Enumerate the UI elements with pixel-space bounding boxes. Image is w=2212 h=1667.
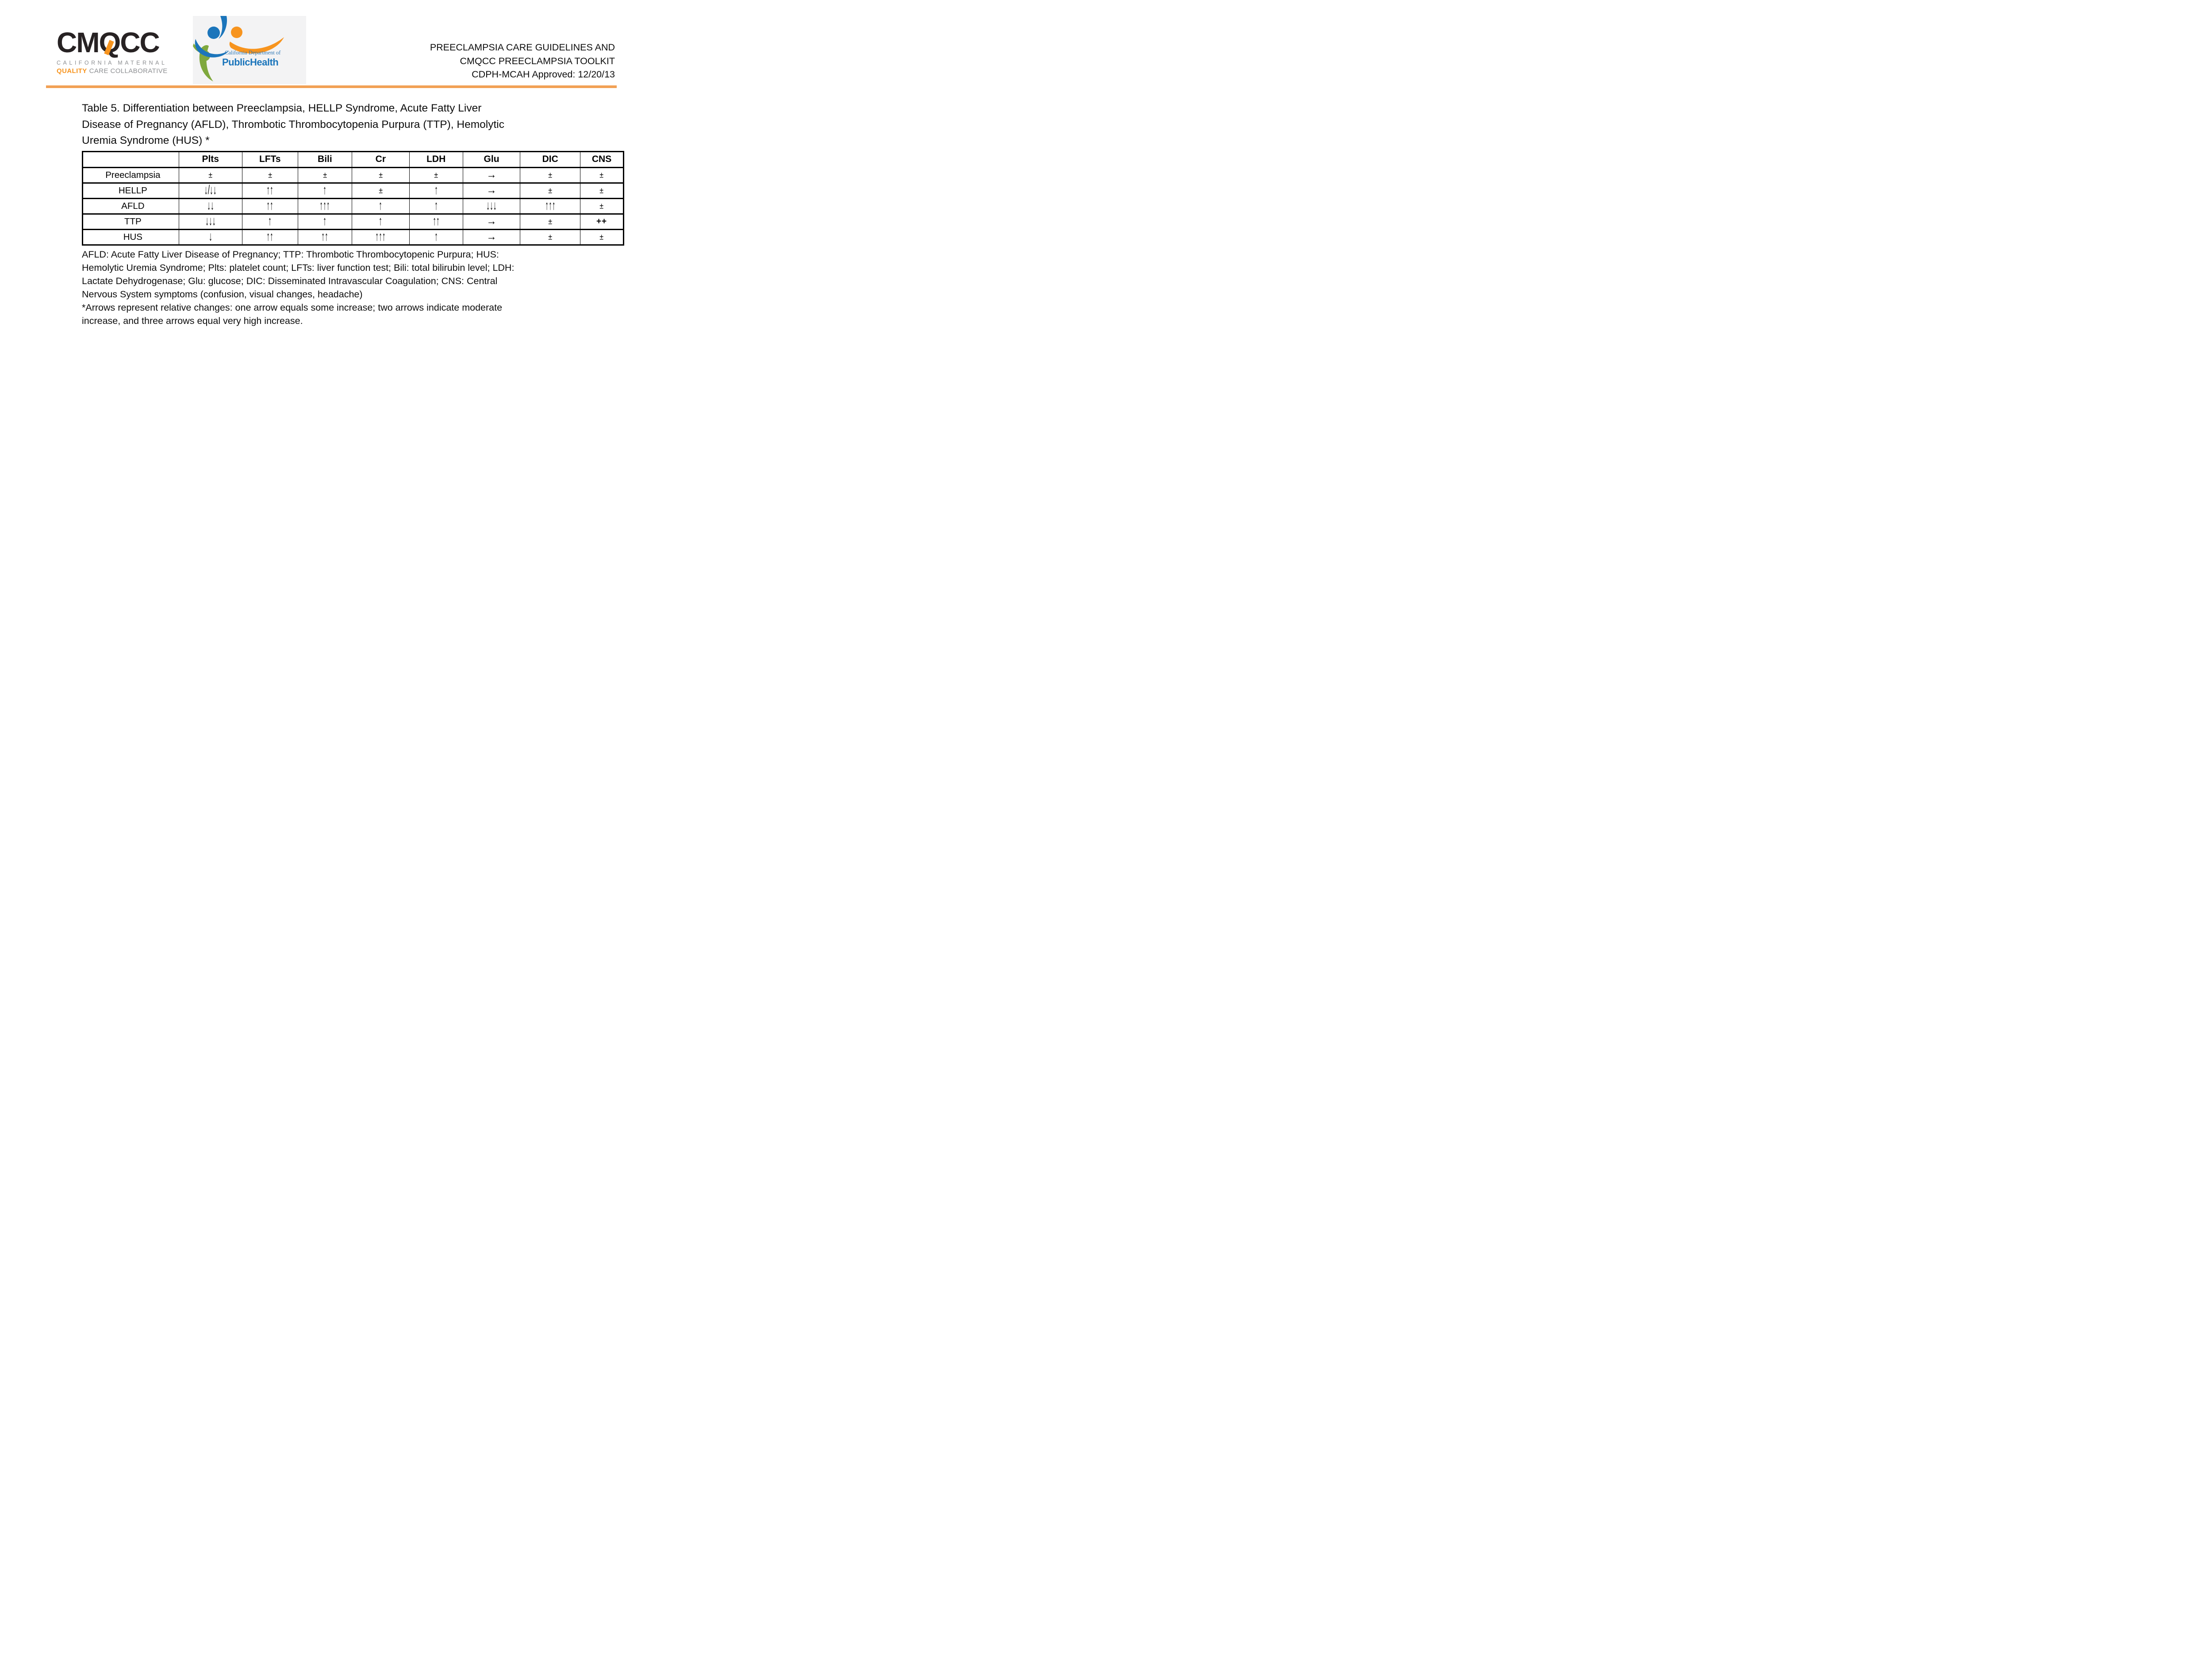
header-line-2: CMQCC PREECLAMPSIA TOOLKIT bbox=[460, 55, 615, 66]
table-cell: ↑ bbox=[352, 198, 410, 214]
table-cell: ↓↓↓ bbox=[462, 198, 520, 214]
table-cell: ↑ bbox=[409, 183, 463, 198]
row-label: AFLD bbox=[121, 200, 145, 211]
cdph-dept-text: California Department of bbox=[225, 50, 281, 56]
table-cell: ± bbox=[520, 214, 580, 229]
table-cell: ↓↓↓ bbox=[178, 214, 242, 229]
table-row-hellp: HELLP ↓/↓↓ ↑↑ ↑ ± ↑ → ± ± bbox=[82, 183, 624, 198]
table-row-ttp: TTP ↓↓↓ ↑ ↑ ↑ ↑↑ → ± ++ bbox=[82, 214, 624, 229]
column-header-lfts: LFTs bbox=[242, 151, 298, 167]
table-cell: → bbox=[462, 183, 520, 198]
footnote-line-3: Lactate Dehydrogenase; Glu: glucose; DIC… bbox=[82, 275, 498, 286]
cmqcc-logo-text: CMQCC bbox=[57, 28, 177, 57]
table-cell: ± bbox=[352, 167, 410, 183]
footnote-line-2: Hemolytic Uremia Syndrome; Plts: platele… bbox=[82, 262, 515, 273]
table-cell: ↑ bbox=[242, 214, 298, 229]
column-header-glu: Glu bbox=[462, 151, 520, 167]
table-cell: → bbox=[462, 167, 520, 183]
column-header-cr: Cr bbox=[352, 151, 410, 167]
column-header-dic: DIC bbox=[520, 151, 580, 167]
table-cell: ± bbox=[580, 183, 624, 198]
cdph-figures-icon bbox=[193, 16, 284, 81]
table-cell: ± bbox=[409, 167, 463, 183]
table-cell: ± bbox=[520, 229, 580, 245]
row-label: Preeclampsia bbox=[105, 169, 161, 180]
table-cell: ± bbox=[580, 229, 624, 245]
footnote: AFLD: Acute Fatty Liver Disease of Pregn… bbox=[82, 248, 624, 327]
column-header-blank bbox=[83, 151, 179, 167]
table-cell: ↑↑ bbox=[297, 229, 352, 245]
footnote-line-6: increase, and three arrows equal very hi… bbox=[82, 315, 303, 326]
orange-divider bbox=[46, 85, 617, 88]
footnote-line-4: Nervous System symptoms (confusion, visu… bbox=[82, 289, 363, 300]
document-content: Table 5. Differentiation between Preecla… bbox=[82, 100, 624, 327]
table-row-hus: HUS ↓ ↑↑ ↑↑ ↑↑↑ ↑ → ± ± bbox=[82, 229, 624, 245]
table-cell: ± bbox=[352, 183, 410, 198]
table-cell: ± bbox=[520, 183, 580, 198]
cmqcc-tagline-quality: QUALITY bbox=[57, 67, 87, 75]
table-cell: ↑ bbox=[297, 214, 352, 229]
table-cell: ↑↑↑ bbox=[352, 229, 410, 245]
column-header-ldh: LDH bbox=[409, 151, 463, 167]
row-label: HELLP bbox=[118, 185, 147, 196]
caption-line-1: Table 5. Differentiation between Preecla… bbox=[82, 102, 482, 114]
table-cell: → bbox=[462, 229, 520, 245]
table-cell: ± bbox=[520, 167, 580, 183]
column-header-cns: CNS bbox=[580, 151, 624, 167]
table-cell: ± bbox=[580, 167, 624, 183]
cmqcc-tagline-1: CALIFORNIA MATERNAL bbox=[57, 60, 167, 66]
cmqcc-tagline-rest: CARE COLLABORATIVE bbox=[89, 67, 168, 75]
column-header-bili: Bili bbox=[297, 151, 352, 167]
cdph-publichealth-text: PublicHealth bbox=[222, 57, 279, 68]
column-header-plts: Plts bbox=[178, 151, 242, 167]
cmqcc-tagline-2: QUALITY CARE COLLABORATIVE bbox=[57, 67, 177, 75]
row-label: HUS bbox=[123, 231, 142, 242]
table-cell: ± bbox=[178, 167, 242, 183]
table-cell: ± bbox=[580, 198, 624, 214]
table-cell: ↓↓ bbox=[178, 198, 242, 214]
differentiation-table: Plts LFTs Bili Cr LDH Glu DIC CNS Preecl… bbox=[82, 150, 624, 246]
table-cell: ↑ bbox=[352, 214, 410, 229]
table-cell: ↑↑ bbox=[409, 214, 463, 229]
header-line-3: CDPH-MCAH Approved: 12/20/13 bbox=[472, 69, 615, 80]
cdph-logo: California Department of PublicHealth bbox=[193, 16, 306, 84]
caption-line-3: Uremia Syndrome (HUS) * bbox=[82, 135, 210, 146]
caption-line-2: Disease of Pregnancy (AFLD), Thrombotic … bbox=[82, 118, 504, 131]
table-row-preeclampsia: Preeclampsia ± ± ± ± ± → ± ± bbox=[83, 167, 624, 183]
table-cell: ↑↑ bbox=[242, 229, 298, 245]
table-cell: ± bbox=[242, 167, 298, 183]
footnote-line-1: AFLD: Acute Fatty Liver Disease of Pregn… bbox=[82, 249, 499, 260]
row-label: TTP bbox=[124, 216, 142, 227]
table-cell: ↑ bbox=[409, 198, 463, 214]
table-cell: ↑↑↑ bbox=[520, 198, 580, 214]
table-cell: ↑ bbox=[409, 229, 463, 245]
table-cell: ↑ bbox=[297, 183, 352, 198]
table-cell: ↓/↓↓ bbox=[178, 183, 242, 198]
table-cell: ↑↑↑ bbox=[297, 198, 352, 214]
document-header-title: PREECLAMPSIA CARE GUIDELINES AND CMQCC P… bbox=[430, 41, 615, 81]
table-caption: Table 5. Differentiation between Preecla… bbox=[82, 100, 624, 149]
table-cell: ± bbox=[297, 167, 352, 183]
table-cell: → bbox=[462, 214, 520, 229]
table-cell: ↑↑ bbox=[242, 198, 298, 214]
table-cell: ↓ bbox=[178, 229, 242, 245]
header-line-1: PREECLAMPSIA CARE GUIDELINES AND bbox=[430, 42, 615, 53]
footnote-line-5: *Arrows represent relative changes: one … bbox=[82, 302, 503, 313]
table-row-afld: AFLD ↓↓ ↑↑ ↑↑↑ ↑ ↑ ↓↓↓ ↑↑↑ ± bbox=[82, 198, 624, 214]
table-cell: ++ bbox=[580, 214, 624, 229]
table-cell: ↑↑ bbox=[242, 183, 298, 198]
header-row: Plts LFTs Bili Cr LDH Glu DIC CNS bbox=[82, 151, 624, 167]
